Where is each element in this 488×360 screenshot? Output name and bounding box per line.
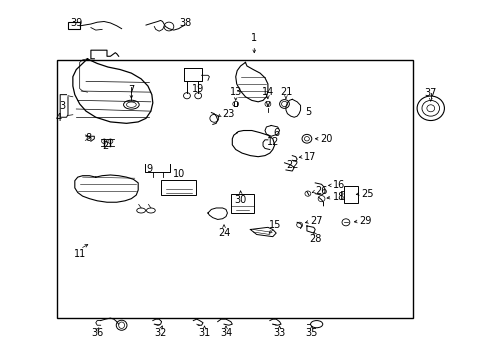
Text: 16: 16 bbox=[332, 180, 344, 190]
Text: 15: 15 bbox=[268, 220, 280, 230]
Text: 14: 14 bbox=[261, 87, 273, 97]
Text: 22: 22 bbox=[285, 160, 298, 170]
Text: 32: 32 bbox=[154, 328, 166, 338]
Text: 7: 7 bbox=[128, 85, 134, 95]
Text: 1: 1 bbox=[251, 33, 257, 43]
Bar bbox=[344, 186, 357, 203]
Bar bbox=[160, 180, 195, 195]
Text: 24: 24 bbox=[217, 228, 230, 238]
Bar bbox=[230, 194, 254, 213]
Text: 17: 17 bbox=[304, 152, 316, 162]
Bar bbox=[57, 60, 412, 318]
Text: 21: 21 bbox=[279, 87, 291, 97]
Text: 25: 25 bbox=[361, 189, 373, 199]
Text: 33: 33 bbox=[273, 328, 285, 338]
Text: 28: 28 bbox=[308, 234, 321, 244]
Text: 4: 4 bbox=[55, 113, 61, 123]
Text: 19: 19 bbox=[192, 84, 204, 94]
Text: 12: 12 bbox=[266, 138, 278, 147]
Text: 39: 39 bbox=[70, 18, 82, 28]
Text: 9: 9 bbox=[146, 163, 152, 174]
Text: 34: 34 bbox=[220, 328, 232, 338]
Text: 8: 8 bbox=[85, 133, 91, 143]
Text: 29: 29 bbox=[359, 216, 371, 226]
Text: 10: 10 bbox=[172, 168, 184, 179]
Text: 20: 20 bbox=[320, 134, 332, 144]
Text: 30: 30 bbox=[234, 195, 246, 205]
Text: 3: 3 bbox=[60, 102, 65, 112]
Text: 37: 37 bbox=[424, 88, 436, 98]
Text: 27: 27 bbox=[310, 216, 322, 226]
Text: 31: 31 bbox=[198, 328, 210, 338]
Text: 18: 18 bbox=[332, 192, 344, 202]
Text: 13: 13 bbox=[229, 87, 242, 97]
Text: 35: 35 bbox=[305, 328, 317, 338]
Text: 36: 36 bbox=[91, 328, 103, 338]
Text: 5: 5 bbox=[304, 107, 310, 117]
Bar bbox=[68, 22, 80, 30]
Text: 38: 38 bbox=[179, 18, 191, 28]
Text: 23: 23 bbox=[222, 109, 235, 119]
Text: 11: 11 bbox=[74, 248, 86, 258]
Text: 26: 26 bbox=[315, 186, 327, 197]
Text: 6: 6 bbox=[273, 128, 279, 138]
Text: 2: 2 bbox=[102, 141, 108, 151]
